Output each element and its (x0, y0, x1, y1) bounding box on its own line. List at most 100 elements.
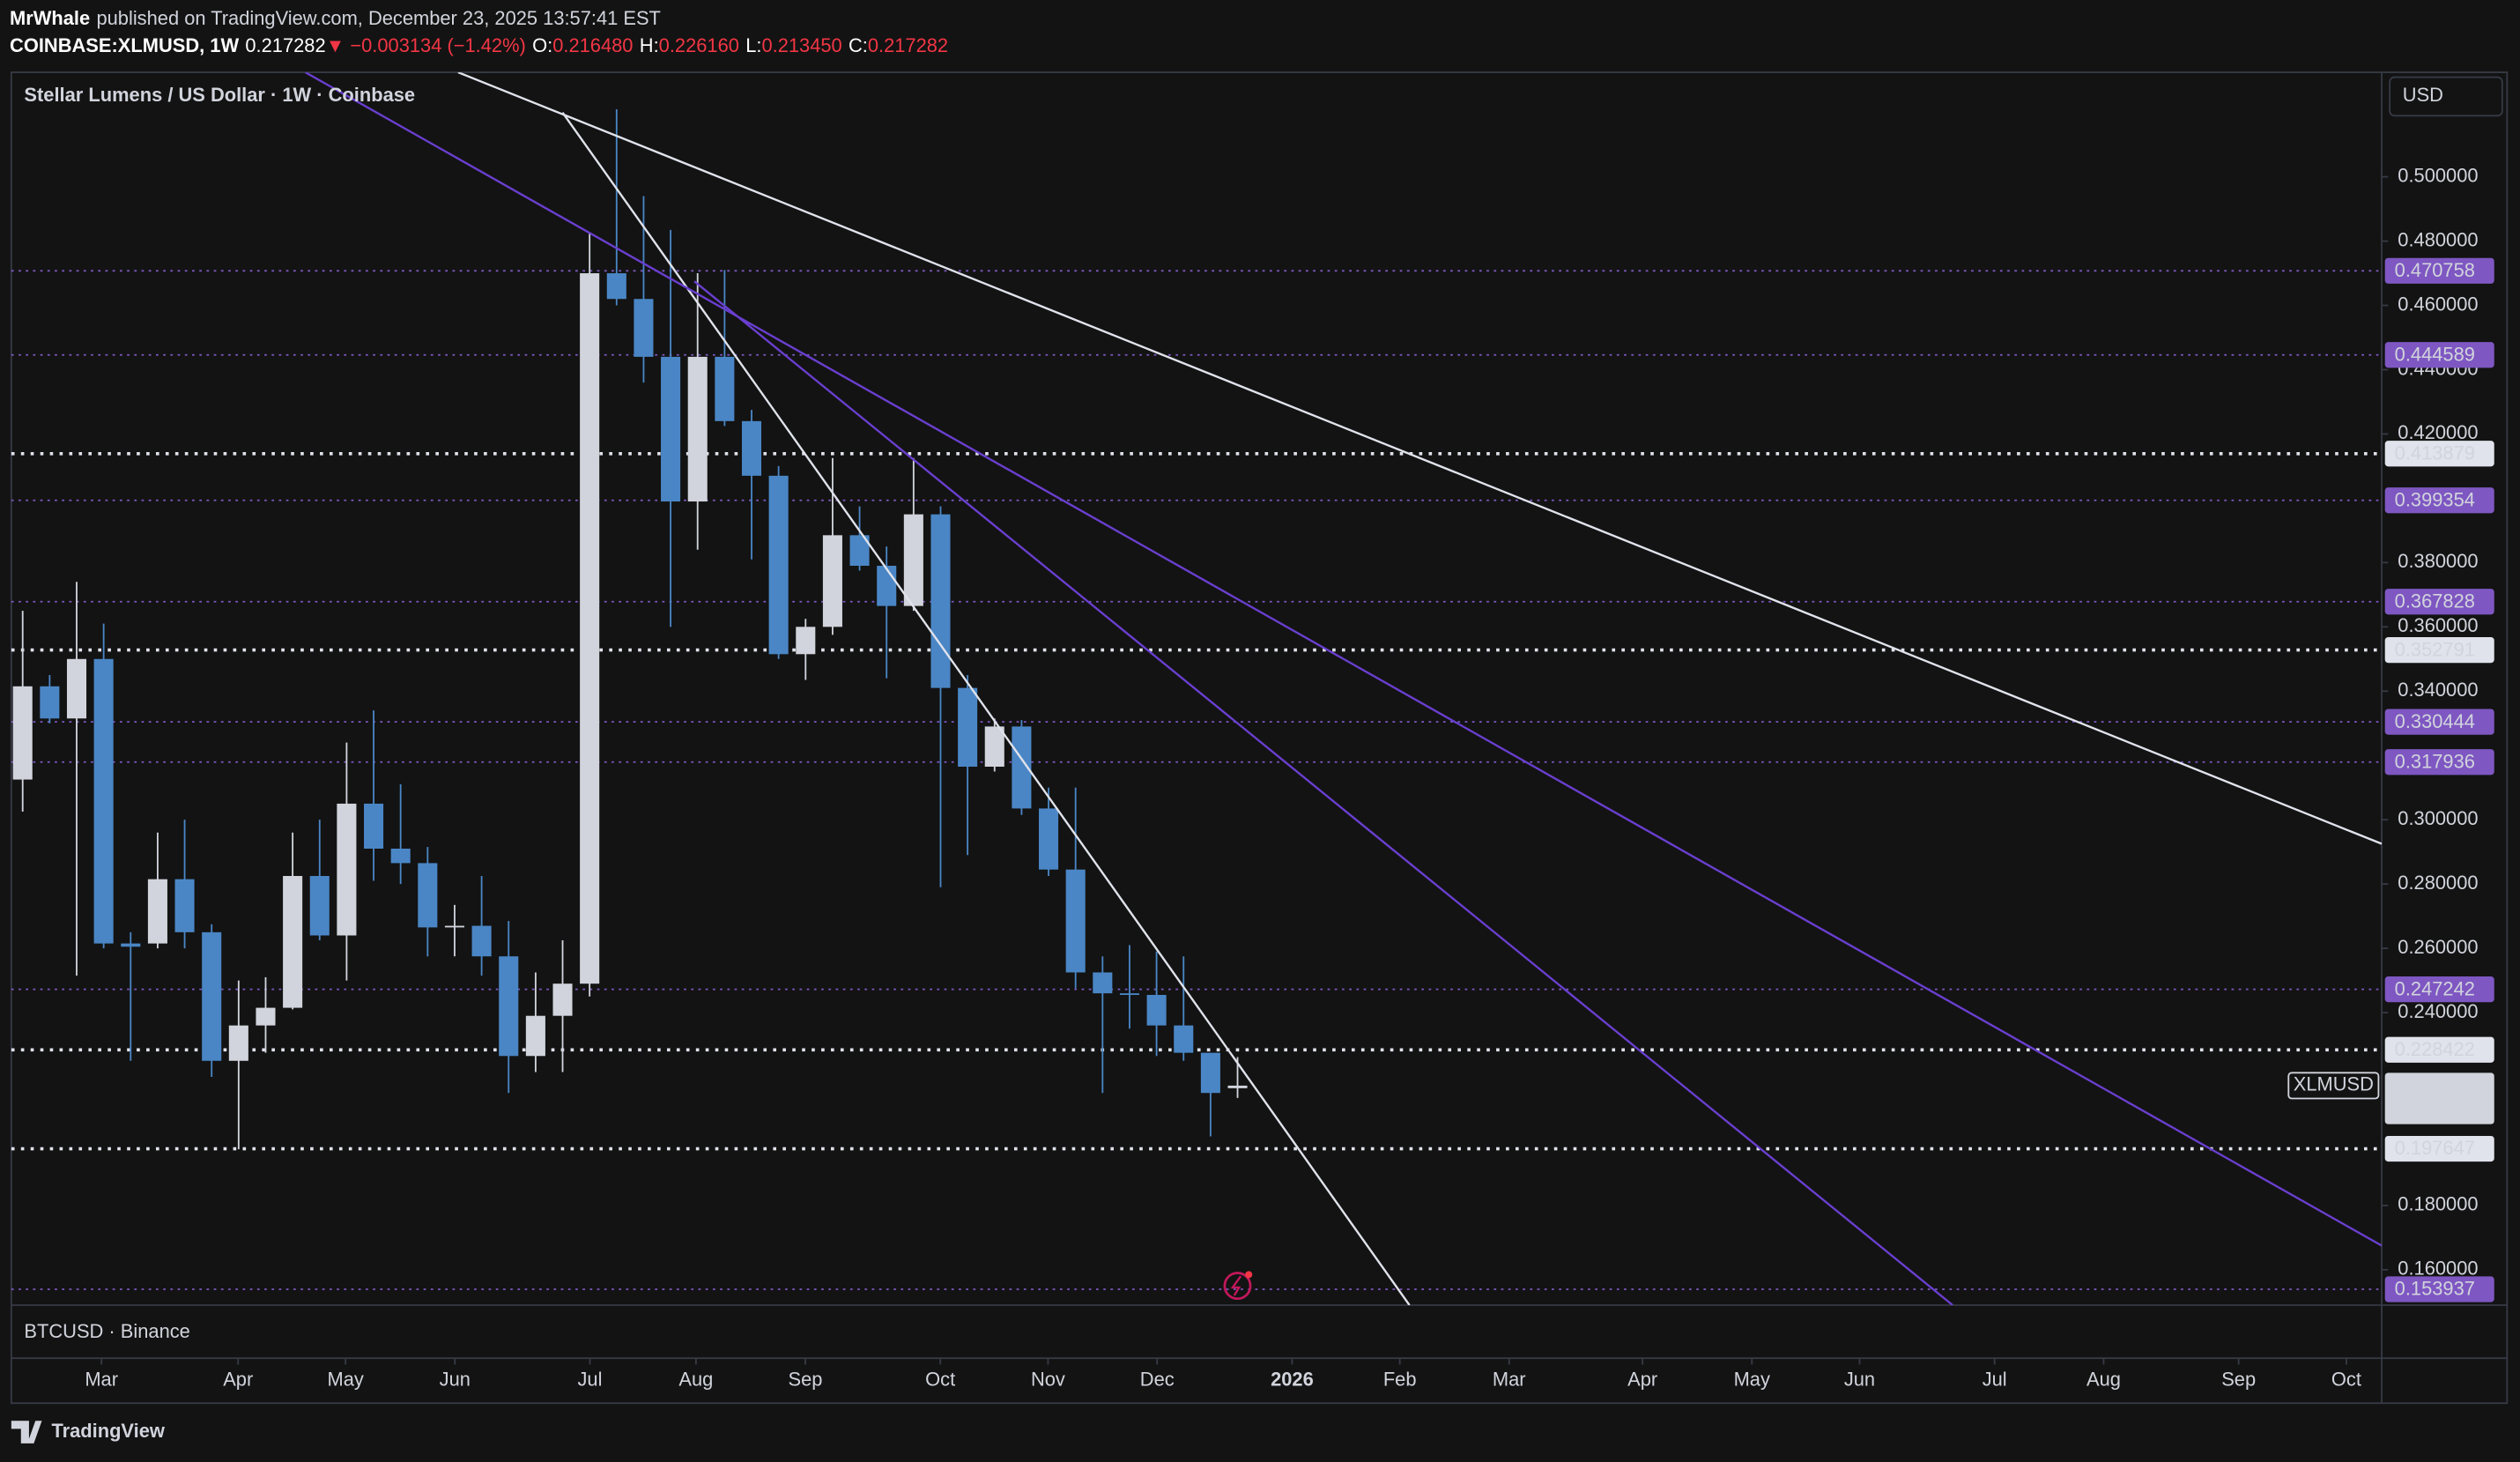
x-tick-label: Apr (1627, 1368, 1657, 1390)
candle-body (390, 849, 411, 864)
candle-body (12, 686, 33, 780)
candle-body (228, 1025, 248, 1061)
candle-body (364, 803, 384, 850)
candle-body (1200, 1052, 1220, 1094)
candle-body (256, 1007, 276, 1026)
event-icon[interactable] (1223, 1271, 1253, 1301)
ohlc-value: 0.216480 (552, 34, 633, 56)
candle-body (715, 356, 735, 421)
brand-logo[interactable] (11, 1421, 42, 1443)
x-tick-label: Dec (1140, 1368, 1175, 1390)
candle-body (741, 420, 762, 476)
change: ▼ −0.003134 (−1.42%) (326, 34, 526, 56)
sub-pane-label: BTCUSD · Binance (24, 1320, 189, 1342)
candle-body (768, 475, 789, 655)
candle-body (121, 943, 141, 947)
level-label-box (2384, 709, 2494, 735)
x-tick-label: Jun (1844, 1368, 1875, 1390)
level-label-box (2384, 342, 2494, 368)
level-label-box (2384, 257, 2494, 284)
level-label: 0.470758 (2395, 259, 2475, 281)
candle-body (66, 658, 87, 719)
ohlc-key: L: (745, 34, 761, 56)
currency-button[interactable] (2389, 76, 2503, 117)
candles (12, 109, 1248, 1150)
x-tick-label: Apr (223, 1368, 253, 1390)
candle-body (1174, 1025, 1194, 1053)
x-tick-label: Nov (1031, 1368, 1065, 1390)
currency[interactable]: USD (2403, 84, 2443, 106)
ohlc-value: 0.226160 (659, 34, 739, 56)
candle-body (822, 535, 842, 627)
candle-body (309, 876, 330, 936)
x-tick-label: Feb (1383, 1368, 1417, 1390)
trend-line (561, 111, 1411, 1305)
y-tick-label: 0.420000 (2398, 421, 2478, 443)
trend-line (457, 72, 2383, 845)
y-tick-label: 0.260000 (2398, 936, 2478, 958)
candle-body (849, 535, 870, 567)
x-tick-label: Oct (925, 1368, 955, 1390)
x-tick-label: Aug (678, 1368, 713, 1390)
y-tick-label: 0.380000 (2398, 550, 2478, 572)
candle-body (984, 726, 1004, 767)
x-tick-label: Mar (1493, 1368, 1526, 1390)
level-label: 0.197647 (2395, 1137, 2475, 1159)
x-tick-label: Mar (85, 1368, 118, 1390)
level-label: 0.367828 (2395, 590, 2475, 612)
level-label-box (2384, 487, 2494, 514)
candle-body (1093, 972, 1113, 994)
candle-body (958, 687, 978, 767)
candle-body (580, 273, 600, 984)
candle-body (606, 273, 626, 300)
chart-title: Stellar Lumens / US Dollar · 1W · Coinba… (24, 84, 415, 106)
y-tick-label: 0.280000 (2398, 872, 2478, 894)
y-tick-label: 0.340000 (2398, 679, 2478, 701)
brand[interactable]: TradingView (11, 1420, 166, 1443)
frame (10, 71, 2509, 1405)
candle-body (903, 514, 923, 606)
countdown: 5d 6h (2395, 1097, 2443, 1119)
candle-body (444, 925, 464, 928)
brand-name[interactable]: TradingView (51, 1420, 165, 1442)
level-label-box (2384, 589, 2494, 615)
trend-line (693, 280, 1953, 1305)
candle-body (525, 1015, 545, 1057)
candle-body (877, 566, 897, 606)
candle-body (1012, 726, 1032, 809)
candle-body (174, 879, 195, 932)
candle-body (283, 876, 303, 1008)
candle-body (471, 925, 492, 957)
levels (11, 270, 2383, 1290)
candle-body (1065, 869, 1086, 973)
candle-body (499, 956, 519, 1057)
event-circle[interactable] (1223, 1272, 1252, 1301)
level-label-box (2384, 637, 2494, 664)
y-tick-label: 0.300000 (2398, 807, 2478, 829)
last-price-box (2384, 1072, 2494, 1124)
x-tick-label: Oct (2331, 1368, 2361, 1390)
y-tick-label: 0.460000 (2398, 293, 2478, 315)
symbol-line: COINBASE:XLMUSD, 1W 0.217282▼ −0.003134 (… (10, 34, 948, 56)
level-label: 0.444589 (2395, 343, 2475, 365)
candle-body (93, 658, 114, 944)
candle-body (796, 627, 816, 655)
level-label-box (2384, 1036, 2494, 1063)
candle-body (147, 879, 167, 944)
x-tick-label: Jul (1983, 1368, 2007, 1390)
level-label-box (2384, 749, 2494, 776)
y-tick-label: 0.180000 (2398, 1193, 2478, 1215)
level-label: 0.330444 (2395, 710, 2475, 732)
level-label: 0.413879 (2395, 442, 2475, 464)
y-tick-label: 0.480000 (2398, 228, 2478, 250)
author: MrWhale (10, 7, 90, 29)
ohlc-value: 0.213450 (761, 34, 841, 56)
symbol: COINBASE:XLMUSD, 1W (10, 34, 239, 56)
candle-body (552, 983, 573, 1016)
x-tick-label: Sep (789, 1368, 823, 1390)
ohlc-key: H: (640, 34, 659, 56)
price-tag: XLMUSD (2294, 1073, 2374, 1095)
x-tick-label: May (1734, 1368, 1770, 1390)
header-line: MrWhale published on TradingView.com, Dec… (10, 7, 661, 29)
